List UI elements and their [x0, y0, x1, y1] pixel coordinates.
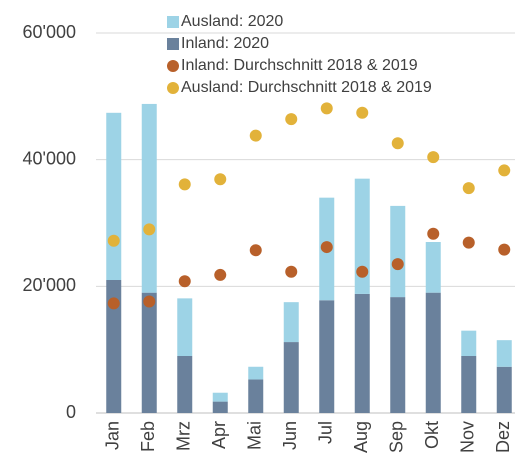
legend-marker: [167, 82, 179, 94]
x-tick-label: Mrz: [174, 421, 194, 451]
bar-segment: [354, 178, 370, 294]
y-tick-label: 40'000: [23, 148, 77, 168]
bar-segment: [212, 392, 228, 402]
bar-segment: [425, 242, 441, 293]
dot: [249, 244, 262, 257]
legend-marker: [167, 38, 179, 50]
bar-segment: [496, 366, 512, 413]
dot: [214, 268, 227, 281]
dot: [498, 243, 511, 256]
x-tick-label: Dez: [493, 421, 513, 453]
dot: [214, 173, 227, 186]
x-tick-label: Jul: [316, 421, 336, 444]
y-tick-label: 0: [66, 402, 76, 422]
dot: [107, 297, 120, 310]
dot: [143, 295, 156, 308]
dot: [320, 241, 333, 254]
dot: [391, 137, 404, 150]
dot: [427, 151, 440, 164]
dot: [178, 178, 191, 191]
bar-segment: [390, 297, 406, 413]
dot: [356, 265, 369, 278]
x-tick-label: Jan: [103, 421, 123, 450]
dot: [285, 265, 298, 278]
legend-marker: [167, 60, 179, 72]
dot: [391, 258, 404, 271]
bar-segment: [390, 205, 406, 298]
x-tick-label: Jun: [280, 421, 300, 450]
bar-segment: [177, 298, 193, 356]
x-tick-label: Mai: [245, 421, 265, 450]
bar-segment: [106, 112, 122, 280]
bar-segment: [141, 292, 157, 413]
bar-segment: [212, 401, 228, 413]
bar-segment: [354, 293, 370, 413]
legend-label: Ausland: 2020: [181, 13, 283, 30]
dot: [462, 182, 475, 195]
bar-segment: [319, 300, 335, 413]
dot: [320, 102, 333, 115]
bar-segment: [461, 356, 477, 413]
dot: [107, 234, 120, 247]
x-tick-label: Feb: [138, 421, 158, 452]
legend-label: Inland: 2020: [181, 35, 269, 52]
x-tick-label: Aug: [351, 421, 371, 453]
legend-label: Ausland: Durchschnitt 2018 & 2019: [181, 79, 432, 96]
x-tick-label: Sep: [387, 421, 407, 453]
bar-segment: [248, 379, 264, 413]
bar-segment: [106, 280, 122, 413]
bar-segment: [461, 330, 477, 356]
dot: [285, 113, 298, 126]
legend-label: Inland: Durchschnitt 2018 & 2019: [181, 57, 418, 74]
dot: [356, 106, 369, 119]
bar-segment: [283, 302, 299, 343]
dot: [498, 164, 511, 177]
dot: [427, 227, 440, 240]
bar-segment: [283, 342, 299, 413]
dot: [178, 275, 191, 288]
dot: [462, 236, 475, 249]
x-tick-label: Okt: [422, 421, 442, 449]
bar-segment: [425, 292, 441, 413]
bar-segment: [141, 103, 157, 293]
bar-segment: [496, 340, 512, 367]
bar-segment: [177, 356, 193, 413]
dot: [143, 223, 156, 236]
y-tick-label: 20'000: [23, 275, 77, 295]
x-tick-label: Apr: [209, 421, 229, 449]
legend-marker: [167, 16, 179, 28]
x-tick-label: Nov: [458, 421, 478, 453]
y-tick-label: 60'000: [23, 22, 77, 42]
dot: [249, 129, 262, 142]
bar-segment: [248, 366, 264, 380]
